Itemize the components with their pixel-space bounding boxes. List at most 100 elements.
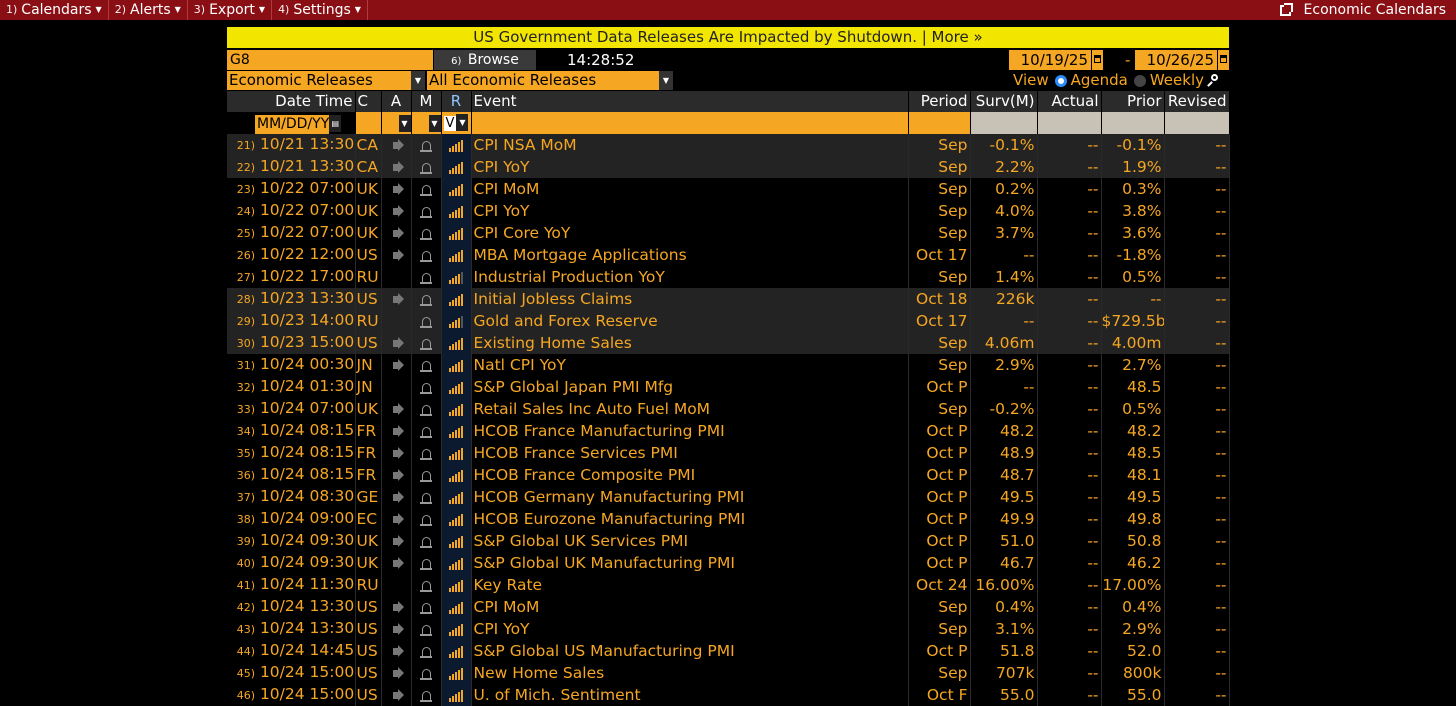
event-name[interactable]: MBA Mortgage Applications [471, 244, 909, 267]
speaker-icon[interactable] [392, 336, 404, 349]
speaker-icon[interactable] [392, 292, 404, 305]
audio-cell[interactable] [381, 156, 412, 179]
col-period[interactable]: Period [908, 91, 971, 113]
bell-icon[interactable] [419, 162, 432, 174]
col-country[interactable]: C [355, 91, 382, 113]
audio-cell[interactable] [381, 530, 412, 553]
speaker-icon[interactable] [392, 688, 404, 701]
speaker-icon[interactable] [392, 534, 404, 547]
menu-calendars[interactable]: 1) Calendars ▼ [0, 0, 109, 20]
bell-icon[interactable] [419, 184, 432, 196]
alert-cell[interactable] [411, 442, 442, 465]
table-row[interactable]: 22) 10/21 13:30 CA CPI YoY Sep 2.2% -- 1.9% -- [227, 156, 1230, 179]
agenda-label[interactable]: Agenda [1070, 71, 1128, 89]
col-actual[interactable]: Actual [1037, 91, 1102, 113]
alert-cell[interactable] [411, 552, 442, 575]
table-row[interactable]: 23) 10/22 07:00 UK CPI MoM Sep 0.2% -- 0.3% -- [227, 178, 1230, 201]
ticker-field[interactable]: G8 [227, 50, 433, 70]
agenda-radio[interactable] [1054, 74, 1067, 87]
event-name[interactable]: Initial Jobless Claims [471, 288, 909, 311]
audio-cell[interactable] [381, 442, 412, 465]
table-row[interactable]: 27) 10/22 17:00 RU Industrial Production Y… [227, 266, 1230, 289]
audio-cell[interactable] [381, 574, 412, 597]
menu-export[interactable]: 3) Export ▼ [188, 0, 273, 20]
bell-icon[interactable] [419, 558, 432, 570]
bell-icon[interactable] [419, 646, 432, 658]
speaker-icon[interactable] [392, 424, 404, 437]
event-name[interactable]: New Home Sales [471, 662, 909, 685]
col-survey[interactable]: Surv(M) [970, 91, 1038, 113]
event-name[interactable]: CPI YoY [471, 618, 909, 641]
table-row[interactable]: 30) 10/23 15:00 US Existing Home Sales Sep 4… [227, 332, 1230, 355]
bell-icon[interactable] [419, 448, 432, 460]
event-name[interactable]: U. of Mich. Sentiment [471, 684, 909, 706]
table-row[interactable]: 26) 10/22 12:00 US MBA Mortgage Applicatio… [227, 244, 1230, 267]
table-row[interactable]: 29) 10/23 14:00 RU Gold and Forex Reserve O… [227, 310, 1230, 333]
audio-cell[interactable] [381, 596, 412, 619]
event-name[interactable]: Key Rate [471, 574, 909, 597]
alert-cell[interactable] [411, 464, 442, 487]
bell-icon[interactable] [419, 294, 432, 306]
bell-icon[interactable] [419, 338, 432, 350]
event-name[interactable]: HCOB France Services PMI [471, 442, 909, 465]
table-row[interactable]: 46) 10/24 15:00 US U. of Mich. Sentiment Oc… [227, 684, 1230, 706]
event-name[interactable]: Industrial Production YoY [471, 266, 909, 289]
table-row[interactable]: 45) 10/24 15:00 US New Home Sales Sep 707k --… [227, 662, 1230, 685]
event-name[interactable]: S&P Global UK Services PMI [471, 530, 909, 553]
survey-filter[interactable] [970, 112, 1038, 135]
chevron-down-icon[interactable]: ▼ [659, 71, 673, 90]
alert-cell[interactable] [411, 222, 442, 245]
country-filter[interactable] [355, 112, 382, 135]
speaker-icon[interactable] [392, 358, 404, 371]
bell-icon[interactable] [419, 624, 432, 636]
alert-cell[interactable] [411, 640, 442, 663]
alert-cell[interactable] [411, 662, 442, 685]
audio-cell[interactable] [381, 200, 412, 223]
alert-cell[interactable] [411, 134, 442, 157]
audio-cell[interactable] [381, 244, 412, 267]
audio-cell[interactable] [381, 662, 412, 685]
audio-cell[interactable] [381, 464, 412, 487]
bell-icon[interactable] [419, 206, 432, 218]
table-row[interactable]: 39) 10/24 09:30 UK S&P Global UK Services … [227, 530, 1230, 553]
alert-cell[interactable] [411, 376, 442, 399]
bell-icon[interactable] [419, 580, 432, 592]
bell-icon[interactable] [419, 272, 432, 284]
economic-calendars-link[interactable]: Economic Calendars [1279, 0, 1456, 20]
release-type-select[interactable]: Economic Releases [227, 71, 411, 90]
col-event[interactable]: Event [471, 91, 909, 113]
table-row[interactable]: 34) 10/24 08:15 FR HCOB France Manufacturi… [227, 420, 1230, 443]
col-alert[interactable]: M [411, 91, 442, 113]
audio-cell[interactable] [381, 222, 412, 245]
bell-icon[interactable] [419, 470, 432, 482]
audio-cell[interactable] [381, 266, 412, 289]
table-row[interactable]: 24) 10/22 07:00 UK CPI YoY Sep 4.0% -- 3.8% -- [227, 200, 1230, 223]
alert-cell[interactable] [411, 486, 442, 509]
menu-alerts[interactable]: 2) Alerts ▼ [109, 0, 188, 20]
period-filter[interactable] [908, 112, 971, 135]
audio-cell[interactable] [381, 684, 412, 706]
event-name[interactable]: S&P Global UK Manufacturing PMI [471, 552, 909, 575]
speaker-icon[interactable] [392, 622, 404, 635]
alert-cell[interactable] [411, 684, 442, 706]
alert-cell[interactable] [411, 596, 442, 619]
alert-cell[interactable] [411, 200, 442, 223]
audio-cell[interactable] [381, 178, 412, 201]
event-name[interactable]: CPI YoY [471, 156, 909, 179]
event-name[interactable]: HCOB Germany Manufacturing PMI [471, 486, 909, 509]
speaker-icon[interactable] [392, 138, 404, 151]
menu-settings[interactable]: 4) Settings ▼ [272, 0, 368, 20]
relevance-filter[interactable]: V ▼ [441, 112, 472, 135]
table-row[interactable]: 21) 10/21 13:30 CA CPI NSA MoM Sep -0.1% -- -0… [227, 134, 1230, 157]
audio-cell[interactable] [381, 332, 412, 355]
table-row[interactable]: 41) 10/24 11:30 RU Key Rate Oct 24 16.00% -- 1… [227, 574, 1230, 597]
event-name[interactable]: Existing Home Sales [471, 332, 909, 355]
weekly-label[interactable]: Weekly [1149, 71, 1204, 89]
table-row[interactable]: 35) 10/24 08:15 FR HCOB France Services PM… [227, 442, 1230, 465]
bell-icon[interactable] [419, 602, 432, 614]
bell-icon[interactable] [419, 360, 432, 372]
alert-cell[interactable] [411, 244, 442, 267]
event-name[interactable]: CPI Core YoY [471, 222, 909, 245]
table-row[interactable]: 38) 10/24 09:00 EC HCOB Eurozone Manufactu… [227, 508, 1230, 531]
table-row[interactable]: 40) 10/24 09:30 UK S&P Global UK Manufactu… [227, 552, 1230, 575]
